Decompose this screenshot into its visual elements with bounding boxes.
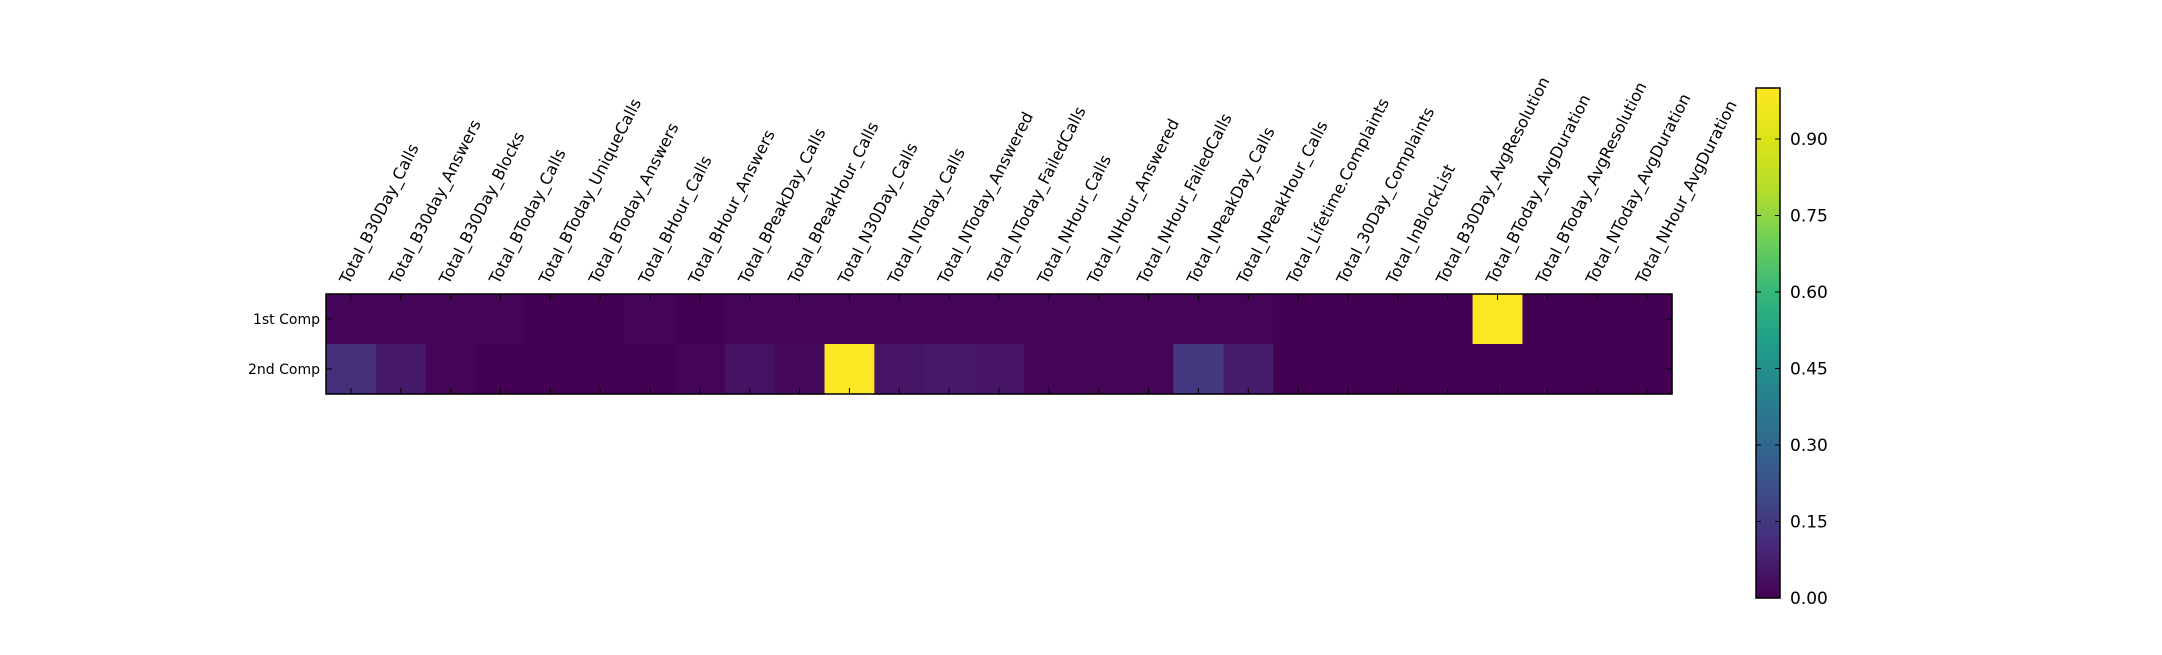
heatmap-cell [774,344,826,395]
x-tick-label: Total_NToday_Answered [933,109,1038,288]
x-tick-label: Total_BHour_Answers [684,127,780,289]
heatmap-cell [1223,294,1274,345]
x-tick-label: Total_NHour_Answered [1083,116,1184,289]
colorbar-tick-label: 0.30 [1790,436,1828,456]
heatmap-cell [1622,294,1673,345]
heatmap-cell [475,294,527,345]
heatmap-cell [1173,294,1224,345]
x-tick-label: Total_B30day_Answers [385,117,486,289]
heatmap-cell [326,344,377,395]
heatmap-cell [724,294,776,345]
heatmap-cells [326,294,1673,395]
x-tick-marks [326,294,1672,394]
colorbar-tick-label: 0.00 [1790,589,1828,609]
x-tick-label: Total_NPeakHour_Calls [1232,118,1332,288]
heatmap-cell [326,294,377,345]
colorbar-tick-label: 0.75 [1790,207,1828,227]
heatmap-cell [924,294,975,345]
x-tick-labels: Total_B30Day_CallsTotal_B30day_AnswersTo… [335,74,1742,288]
heatmap-cell [425,344,477,395]
heatmap-cell [575,294,626,345]
heatmap-cell [1073,344,1125,395]
heatmap-cell [1273,344,1324,395]
heatmap-cell [525,344,576,395]
heatmap-cell [1522,294,1573,345]
heatmap-cell [1372,344,1424,395]
heatmap-cell [1572,344,1623,395]
heatmap-cell [874,294,925,345]
heatmap-cell [1173,344,1224,395]
heatmap-cell [375,344,427,395]
x-tick-label: Total_BPeakHour_Calls [784,119,884,289]
heatmap-cell [575,344,626,395]
heatmap-cell [1522,344,1573,395]
heatmap-cell [974,294,1025,345]
heatmap-cell [674,294,726,345]
y-tick-labels: 1st Comp 2nd Comp [248,312,320,378]
y-tick-label: 2nd Comp [248,362,320,378]
heatmap-cell [625,344,676,395]
heatmap-cell [824,294,875,345]
heatmap-cell [1223,344,1274,395]
heatmap-cell [625,294,676,345]
heatmap-cell [1123,344,1175,395]
x-tick-label: Total_BPeakDay_Calls [734,125,830,288]
heatmap-cell [1023,344,1075,395]
heatmap-cell [924,344,975,395]
heatmap-cell [425,294,477,345]
colorbar [1755,87,1781,599]
heatmap-cell [1023,294,1075,345]
x-tick-label: Total_NHour_FailedCalls [1133,110,1237,288]
colorbar-tick-label: 0.60 [1790,283,1828,303]
x-tick-label: Total_NPeakDay_Calls [1183,124,1280,288]
heatmap-cell [674,344,726,395]
x-tick-label: Total_NHour_AvgDuration [1631,97,1741,288]
heatmap-cell [1422,294,1474,345]
x-tick-label: Total_BToday_Answers [584,120,683,288]
heatmap-cell [1372,294,1424,345]
heatmap-cell [874,344,925,395]
heatmap-cell [475,344,527,395]
heatmap-cell [824,344,875,395]
heatmap-cell [1073,294,1125,345]
heatmap-cell [1472,294,1524,345]
colorbar-tick-label: 0.90 [1790,130,1828,150]
heatmap-cell [1422,344,1474,395]
heatmap-cell [525,294,576,345]
heatmap-cell [375,294,427,345]
x-tick-label: Total_30Day_Complaints [1332,104,1439,288]
colorbar-tick-label: 0.45 [1790,360,1828,380]
heatmap-cell [774,294,826,345]
heatmap-cell [1273,294,1324,345]
heatmap-cell [1572,294,1623,345]
heatmap-cell [724,344,776,395]
colorbar-ticks: 0.00 0.15 0.30 0.45 0.60 0.75 0.90 [1756,130,1828,609]
heatmap-cell [1622,344,1673,395]
heatmap-cell [974,344,1025,395]
heatmap-cell [1472,344,1524,395]
heatmap-cell [1323,294,1374,345]
heatmap-cell [1323,344,1374,395]
y-tick-label: 1st Comp [253,312,320,328]
heatmap-cell [1123,294,1175,345]
colorbar-tick-label: 0.15 [1790,513,1828,533]
